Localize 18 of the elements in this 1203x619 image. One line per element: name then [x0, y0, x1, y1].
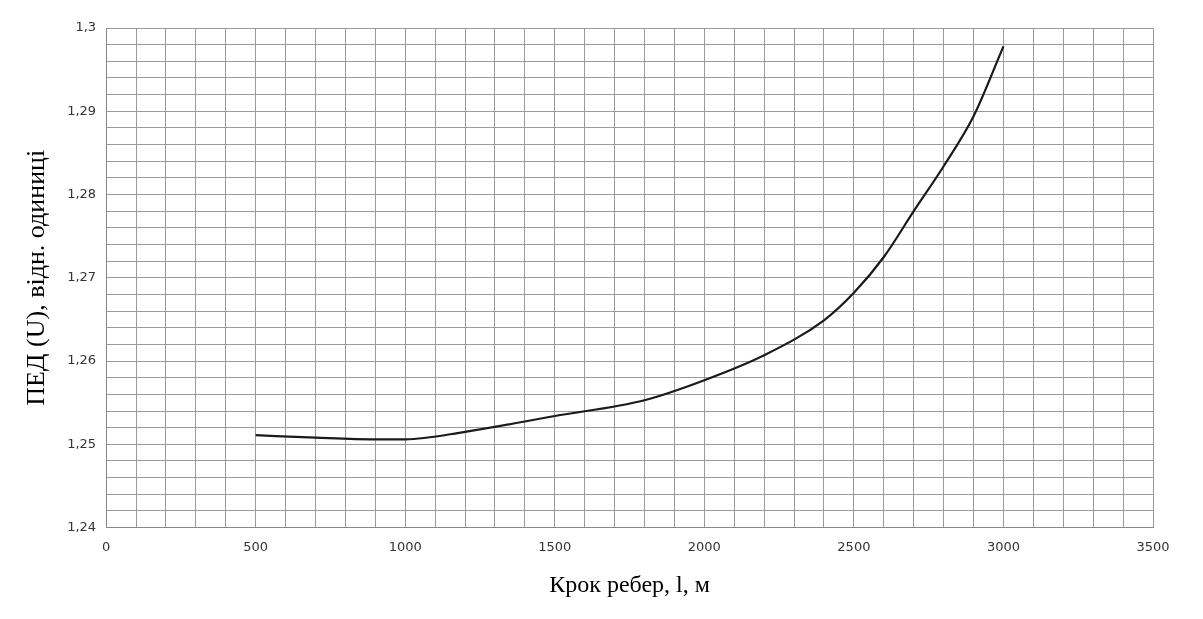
- x-tick-label: 3500: [1136, 538, 1170, 554]
- x-tick-label: 0: [102, 538, 111, 554]
- x-tick-label: 1500: [538, 538, 572, 554]
- line-series: [254, 45, 1005, 441]
- y-tick-label: 1,28: [67, 185, 97, 201]
- x-axis-title: Крок ребер, l, м: [549, 570, 710, 597]
- x-tick-label: 2500: [837, 538, 871, 554]
- y-tick-label: 1,24: [67, 518, 97, 534]
- y-tick-label: 1,25: [67, 435, 97, 451]
- y-tick-label: 1,27: [67, 269, 97, 285]
- x-tick-label: 3000: [986, 538, 1020, 554]
- x-tick-label: 500: [243, 538, 269, 554]
- y-tick-label: 1,29: [67, 102, 97, 118]
- y-axis-title: ПЕД (U), відн. одиниці: [21, 149, 51, 406]
- x-tick-label: 1000: [388, 538, 422, 554]
- y-tick-label: 1,26: [67, 352, 97, 368]
- x-tick-label: 2000: [687, 538, 721, 554]
- y-tick-label: 1,3: [75, 19, 97, 35]
